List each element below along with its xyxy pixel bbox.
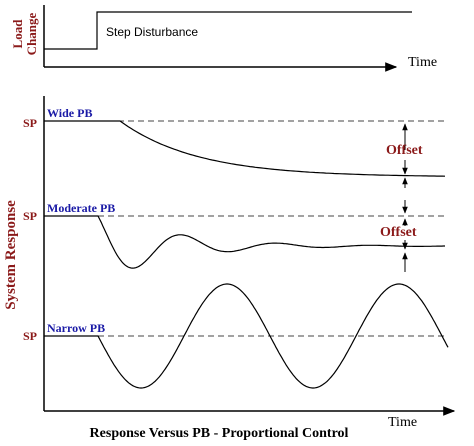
curve-narrow-pb [44, 283, 449, 389]
load-change-panel: Step Disturbance Time Load Change [10, 5, 437, 72]
curve-label-wide-pb: Wide PB [47, 106, 92, 120]
offset-label-wide: Offset [386, 143, 423, 158]
setpoint-label-wide: SP [23, 116, 37, 130]
load-change-ylabel-line2: Change [24, 12, 39, 55]
setpoint-label-moderate: SP [23, 209, 37, 223]
offset-label-moderate: Offset [380, 225, 417, 240]
load-change-ylabel-line1: Load [10, 19, 25, 49]
load-time-label: Time [408, 55, 437, 70]
step-disturbance-label: Step Disturbance [106, 25, 198, 39]
setpoint-label-narrow: SP [23, 329, 37, 343]
system-response-panel: Time System Response SP SP SP Wide PB Mo… [3, 96, 456, 430]
curve-moderate-pb [44, 215, 445, 269]
curve-wide-pb [44, 120, 446, 177]
curve-label-moderate-pb: Moderate PB [47, 201, 115, 215]
figure-caption: Response Versus PB - Proportional Contro… [90, 426, 349, 441]
curve-label-narrow-pb: Narrow PB [47, 321, 105, 335]
step-disturbance-signal [44, 11, 412, 50]
system-response-ylabel: System Response [3, 200, 19, 310]
response-time-label: Time [388, 415, 417, 430]
